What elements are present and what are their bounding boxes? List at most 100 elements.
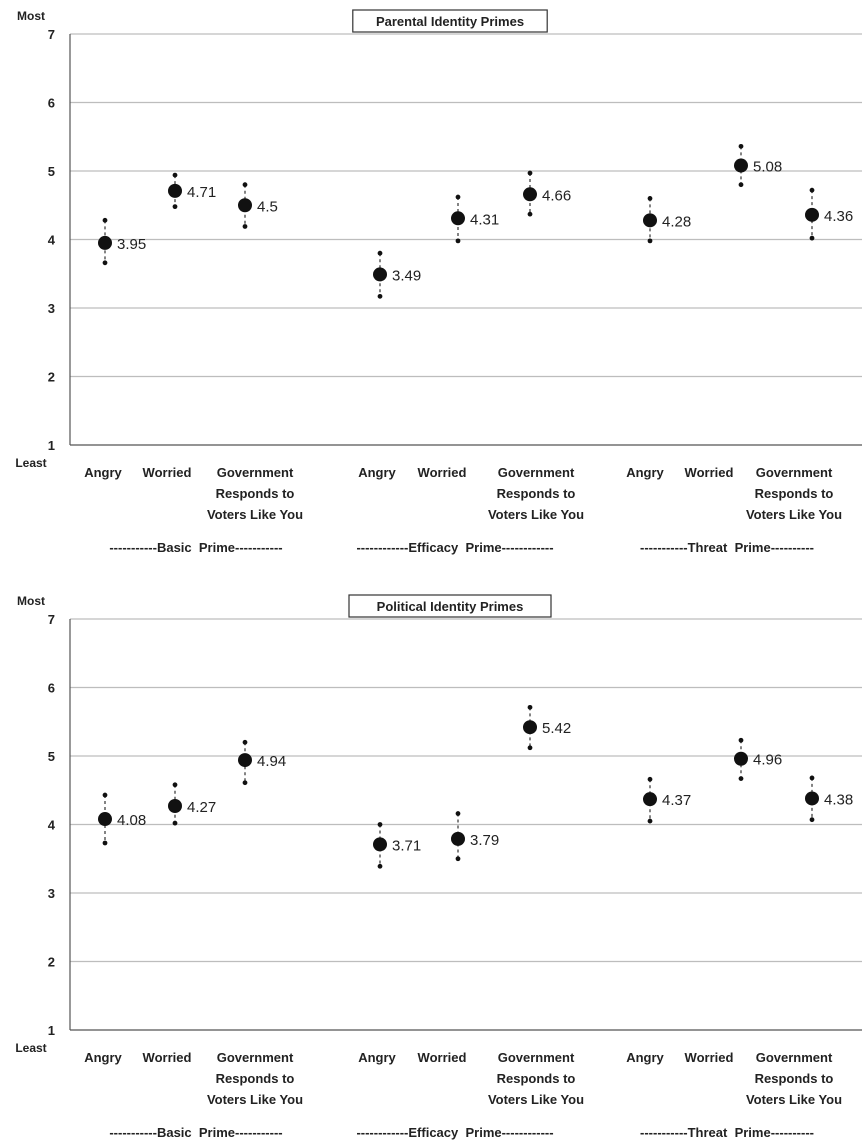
data-point (168, 183, 182, 198)
data-label: 3.49 (392, 267, 421, 284)
data-label: 4.94 (257, 753, 286, 770)
error-bar-high (527, 704, 533, 710)
y-tick-label: 7 (48, 612, 55, 627)
chart-title: Parental Identity Primes (352, 9, 548, 33)
error-bar-low (647, 818, 653, 824)
y-tick-label: 6 (48, 681, 55, 696)
data-label: 4.08 (117, 812, 146, 829)
error-bar-high (172, 172, 178, 178)
data-point (734, 751, 748, 766)
y-tick-label: 3 (48, 301, 55, 316)
data-label: 3.71 (392, 837, 421, 854)
y-bottom-label: Least (15, 1041, 46, 1055)
data-point (805, 207, 819, 222)
data-point (373, 837, 387, 852)
group-label: ------------Efficacy Prime------------ (356, 1125, 553, 1140)
data-point (238, 198, 252, 213)
error-bar-low (455, 238, 461, 244)
y-tick-label: 7 (48, 27, 55, 42)
category-label: Government Responds to Voters Like You (207, 465, 303, 522)
error-bar-low (738, 776, 744, 782)
error-bar-high (527, 170, 533, 176)
chart-title-box (348, 594, 552, 618)
error-bar-high (377, 822, 383, 827)
data-label: 3.79 (470, 832, 499, 849)
data-point (373, 267, 387, 282)
category-label: Government Responds to Voters Like You (746, 465, 842, 522)
data-point (98, 235, 112, 250)
error-bar-low (172, 204, 178, 210)
error-bar-high (809, 187, 815, 193)
error-bar-low (809, 235, 815, 241)
data-point (643, 792, 657, 807)
category-label: Government Responds to Voters Like You (207, 1050, 303, 1107)
y-tick-label: 5 (48, 749, 55, 764)
error-bar-high (809, 775, 815, 781)
data-point (168, 799, 182, 814)
chart-title: Political Identity Primes (348, 594, 552, 618)
y-tick-label: 5 (48, 164, 55, 179)
error-bar-low (377, 293, 383, 299)
error-bar-low (102, 260, 108, 266)
data-label: 4.71 (187, 184, 216, 201)
data-point (734, 158, 748, 173)
error-bar-low (242, 224, 248, 229)
error-bar-low (809, 817, 815, 823)
y-top-label: Most (17, 594, 45, 608)
category-label: Angry (84, 1050, 122, 1065)
y-tick-label: 4 (48, 233, 56, 248)
error-bar-low (455, 856, 461, 862)
data-label: 4.27 (187, 799, 216, 816)
error-bar-high (738, 143, 744, 149)
error-bar-low (647, 238, 653, 244)
error-bar-low (377, 863, 383, 869)
data-label: 4.37 (662, 792, 691, 809)
error-bar-low (527, 211, 533, 217)
group-label: ------------Efficacy Prime------------ (356, 540, 553, 555)
group-label: -----------Threat Prime---------- (640, 540, 814, 555)
data-label: 5.08 (753, 159, 782, 176)
error-bar-high (377, 250, 383, 256)
category-label: Angry (358, 465, 396, 480)
error-bar-high (455, 194, 461, 200)
error-bar-high (738, 737, 744, 743)
chart-title-text: Parental Identity Primes (376, 14, 524, 29)
group-label: -----------Basic Prime----------- (109, 540, 282, 555)
chart-title-text: Political Identity Primes (377, 599, 524, 614)
error-bar-low (172, 820, 178, 826)
y-tick-label: 2 (48, 370, 55, 385)
category-label: Worried (143, 465, 192, 480)
error-bar-high (455, 811, 461, 816)
data-point (523, 720, 537, 735)
data-point (523, 187, 537, 202)
data-point (451, 211, 465, 226)
y-tick-label: 1 (48, 438, 55, 453)
error-bar-high (647, 196, 653, 201)
data-point (643, 213, 657, 228)
y-tick-label: 3 (48, 886, 55, 901)
y-tick-label: 1 (48, 1023, 55, 1038)
error-bar-high (647, 776, 653, 782)
chart-title-box (352, 9, 548, 33)
error-bar-low (242, 780, 248, 786)
category-label: Worried (418, 465, 467, 480)
y-tick-label: 4 (48, 818, 56, 833)
group-label: -----------Threat Prime---------- (640, 1125, 814, 1140)
error-bar-high (242, 182, 248, 188)
category-label: Angry (358, 1050, 396, 1065)
error-bar-high (242, 739, 248, 745)
data-label: 4.96 (753, 752, 782, 769)
category-label: Government Responds to Voters Like You (488, 465, 584, 522)
data-label: 4.66 (542, 187, 571, 204)
data-point (805, 791, 819, 806)
error-bar-high (172, 782, 178, 788)
data-label: 4.5 (257, 198, 278, 215)
category-label: Angry (84, 465, 122, 480)
category-label: Worried (685, 465, 734, 480)
category-label: Worried (685, 1050, 734, 1065)
y-bottom-label: Least (15, 456, 46, 470)
category-label: Government Responds to Voters Like You (488, 1050, 584, 1107)
